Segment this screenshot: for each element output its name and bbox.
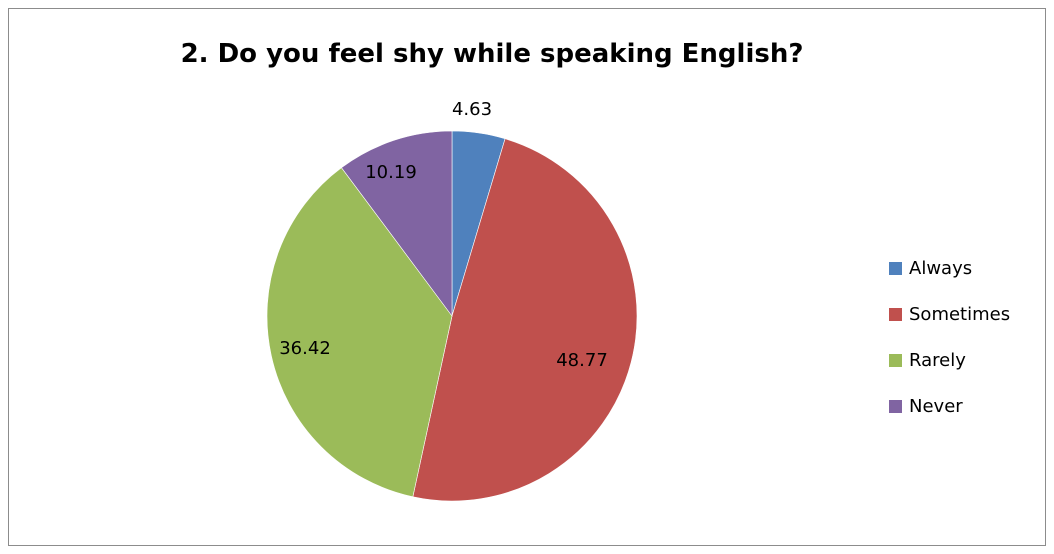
pie-slice-never: [341, 130, 453, 317]
data-label-always: 4.63: [452, 99, 492, 120]
legend-item-always: Always: [889, 245, 1010, 291]
pie-chart: 4.63 48.77 36.42 10.19: [266, 99, 638, 502]
legend-item-never: Never: [889, 383, 1010, 429]
legend-item-rarely: Rarely: [889, 337, 1010, 383]
legend-swatch-always: [889, 261, 902, 275]
data-label-never: 10.19: [365, 162, 417, 183]
legend-swatch-rarely: [889, 353, 902, 367]
legend-label-always: Always: [909, 257, 973, 279]
legend-item-sometimes: Sometimes: [889, 291, 1010, 337]
legend-label-sometimes: Sometimes: [909, 303, 1011, 325]
data-label-rarely: 36.42: [279, 338, 331, 359]
legend: Always Sometimes Rarely Never: [889, 245, 1010, 429]
chart-frame: 2. Do you feel shy while speaking Englis…: [8, 8, 1046, 546]
legend-label-rarely: Rarely: [909, 349, 966, 371]
chart-title: 2. Do you feel shy while speaking Englis…: [180, 39, 804, 69]
data-label-sometimes: 48.77: [556, 350, 608, 371]
legend-label-never: Never: [909, 395, 963, 417]
legend-swatch-sometimes: [889, 307, 902, 321]
legend-swatch-never: [889, 399, 902, 413]
pie-slice-sometimes: [412, 138, 638, 502]
pie-slice-rarely: [266, 167, 453, 498]
